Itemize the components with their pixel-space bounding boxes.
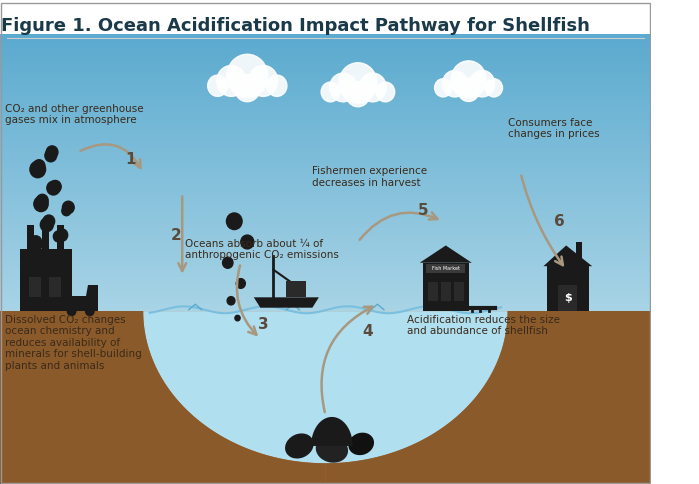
Circle shape	[36, 194, 48, 207]
Polygon shape	[311, 417, 353, 446]
Circle shape	[217, 65, 246, 96]
Polygon shape	[423, 263, 468, 311]
Circle shape	[45, 150, 57, 162]
Polygon shape	[419, 245, 472, 263]
Text: Fishermen experience
decreases in harvest: Fishermen experience decreases in harves…	[312, 166, 428, 187]
Polygon shape	[426, 264, 466, 273]
Polygon shape	[576, 242, 582, 259]
Circle shape	[249, 65, 278, 96]
Circle shape	[376, 82, 395, 102]
Circle shape	[67, 307, 75, 316]
Text: 1: 1	[125, 151, 136, 166]
Text: 6: 6	[554, 214, 565, 229]
Circle shape	[435, 79, 452, 97]
Circle shape	[43, 215, 55, 227]
Circle shape	[346, 82, 370, 107]
Circle shape	[442, 70, 468, 97]
Text: Acidification reduces the size
and abundance of shellfish: Acidification reduces the size and abund…	[407, 315, 560, 336]
Circle shape	[330, 73, 356, 102]
Polygon shape	[143, 311, 507, 463]
Circle shape	[470, 70, 495, 97]
Ellipse shape	[285, 433, 314, 458]
Polygon shape	[86, 285, 98, 296]
Polygon shape	[547, 266, 589, 311]
Polygon shape	[287, 281, 306, 297]
Circle shape	[222, 257, 233, 268]
Circle shape	[267, 75, 287, 96]
Text: Consumers face
changes in prices: Consumers face changes in prices	[507, 118, 599, 139]
Circle shape	[339, 63, 377, 103]
Polygon shape	[27, 225, 34, 249]
Circle shape	[208, 75, 228, 96]
Circle shape	[34, 197, 48, 212]
Polygon shape	[20, 249, 71, 311]
Circle shape	[47, 181, 60, 195]
Polygon shape	[0, 311, 651, 484]
Polygon shape	[325, 311, 651, 484]
Circle shape	[50, 181, 62, 193]
Circle shape	[227, 297, 235, 305]
Circle shape	[236, 279, 245, 288]
Circle shape	[451, 61, 486, 98]
Polygon shape	[559, 285, 577, 311]
Polygon shape	[57, 225, 64, 249]
Polygon shape	[543, 245, 592, 266]
Text: CO₂ and other greenhouse
gases mix in atmosphere: CO₂ and other greenhouse gases mix in at…	[5, 104, 144, 125]
Text: 5: 5	[418, 203, 428, 218]
Polygon shape	[0, 311, 325, 484]
Text: Dissolved CO₂ changes
ocean chemistry and
reduces availability of
minerals for s: Dissolved CO₂ changes ocean chemistry an…	[5, 315, 142, 371]
Polygon shape	[43, 225, 49, 249]
Polygon shape	[29, 276, 41, 297]
Circle shape	[53, 231, 64, 242]
Circle shape	[62, 201, 74, 213]
Circle shape	[226, 54, 268, 98]
Circle shape	[359, 73, 387, 102]
Polygon shape	[0, 311, 143, 484]
Polygon shape	[254, 297, 319, 308]
Text: Fish Market: Fish Market	[432, 266, 460, 271]
Circle shape	[30, 239, 42, 252]
Ellipse shape	[348, 433, 374, 455]
Polygon shape	[441, 282, 451, 301]
Polygon shape	[49, 276, 61, 297]
Text: Figure 1. Ocean Acidification Impact Pathway for Shellfish: Figure 1. Ocean Acidification Impact Pat…	[1, 17, 590, 35]
Circle shape	[46, 146, 58, 158]
Text: 3: 3	[258, 318, 269, 333]
Text: Oceans absorb about ¼ of
anthropogenic CO₂ emissions: Oceans absorb about ¼ of anthropogenic C…	[185, 239, 339, 260]
Circle shape	[33, 160, 45, 172]
Polygon shape	[507, 311, 651, 484]
Circle shape	[30, 161, 45, 178]
Circle shape	[41, 218, 53, 232]
Circle shape	[85, 307, 94, 316]
Circle shape	[458, 78, 480, 102]
Text: 2: 2	[171, 227, 181, 242]
Circle shape	[240, 235, 254, 249]
Text: $: $	[564, 293, 572, 303]
Text: 4: 4	[362, 324, 373, 339]
Polygon shape	[65, 296, 98, 311]
Polygon shape	[428, 282, 438, 301]
Ellipse shape	[316, 436, 348, 463]
Polygon shape	[454, 282, 464, 301]
Circle shape	[235, 75, 260, 102]
Circle shape	[56, 229, 68, 242]
Circle shape	[30, 236, 42, 248]
Circle shape	[321, 82, 340, 102]
Circle shape	[62, 206, 71, 216]
Circle shape	[485, 79, 503, 97]
Circle shape	[226, 213, 242, 229]
Circle shape	[235, 315, 240, 321]
